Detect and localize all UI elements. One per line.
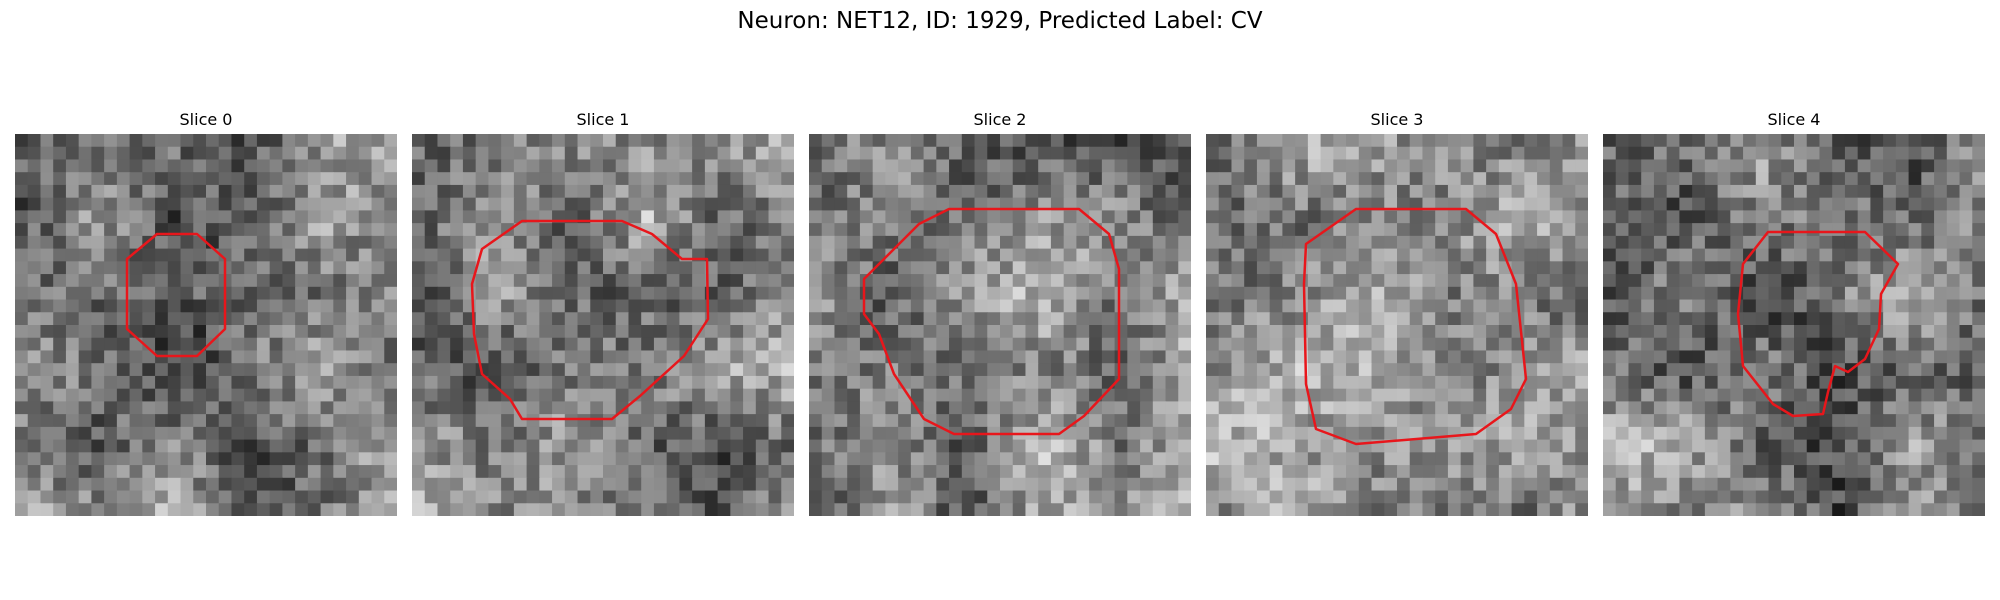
slice-title: Slice 1 (576, 110, 630, 129)
slice-title: Slice 2 (973, 110, 1027, 129)
slice-panel-0: Slice 0 (15, 110, 397, 516)
slice-image (1603, 134, 1985, 516)
slice-image (15, 134, 397, 516)
pixel-grid (15, 134, 397, 516)
slice-image (809, 134, 1191, 516)
slice-panel-4: Slice 4 (1603, 110, 1985, 516)
pixel-grid (412, 134, 794, 516)
slice-panel-1: Slice 1 (412, 110, 794, 516)
pixel-grid (1603, 134, 1985, 516)
pixel-grid (809, 134, 1191, 516)
cell-outline (470, 219, 710, 421)
slice-title: Slice 0 (179, 110, 233, 129)
cell-outline (125, 232, 227, 358)
figure-title: Neuron: NET12, ID: 1929, Predicted Label… (737, 8, 1263, 34)
slice-panel-3: Slice 3 (1206, 110, 1588, 516)
pixel-grid (1206, 134, 1588, 516)
slice-title: Slice 3 (1370, 110, 1424, 129)
cell-outline (862, 207, 1121, 436)
slice-image (412, 134, 794, 516)
slice-panel-2: Slice 2 (809, 110, 1191, 516)
cell-outline (1736, 230, 1900, 418)
cell-outline (1302, 207, 1528, 446)
slice-title: Slice 4 (1767, 110, 1821, 129)
slice-image (1206, 134, 1588, 516)
